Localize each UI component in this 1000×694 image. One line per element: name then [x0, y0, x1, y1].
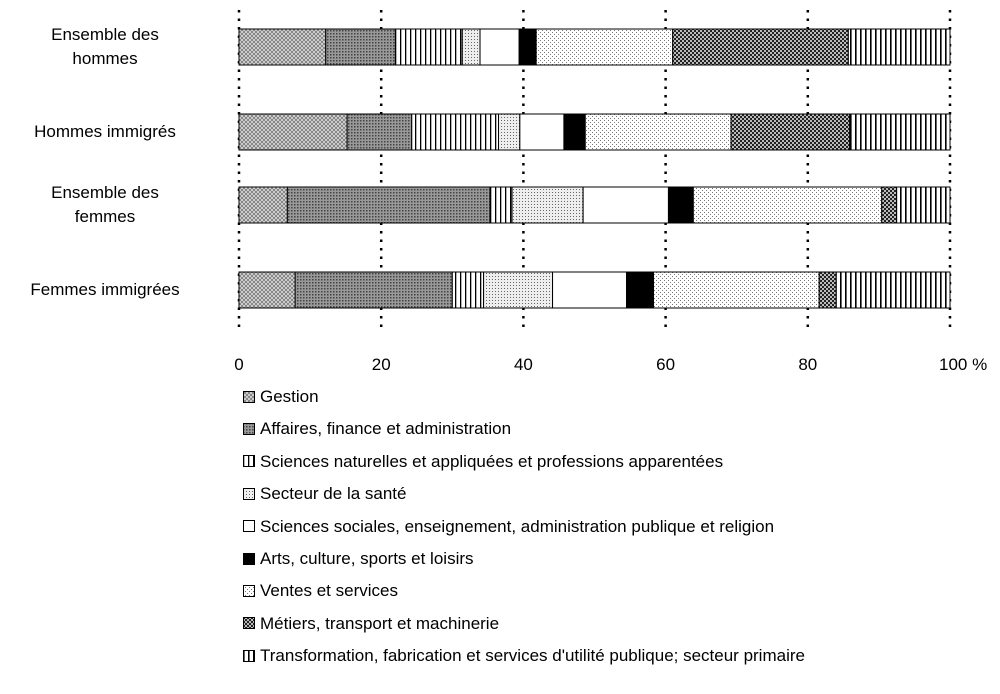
legend-swatch: [243, 649, 255, 662]
x-tick-label: 80: [798, 355, 817, 374]
bar-segment: [552, 271, 627, 309]
legend-swatch: [243, 455, 255, 468]
legend-item: Sciences naturelles et appliquées et pro…: [243, 452, 723, 472]
legend-item: Ventes et services: [243, 581, 398, 601]
bar-segment: [667, 186, 694, 224]
legend-label: Sciences naturelles et appliquées et pro…: [260, 451, 724, 471]
legend-swatch: [243, 422, 255, 435]
bar-segment: [461, 28, 481, 66]
bar-segment: [511, 186, 584, 224]
legend-swatch: [243, 487, 255, 500]
bar-segment: [518, 28, 537, 66]
bar-segment: [479, 28, 520, 66]
bar-segment: [286, 186, 491, 224]
bar-segment: [498, 113, 521, 151]
bar-segment: [294, 271, 453, 309]
legend-item: Métiers, transport et machinerie: [243, 614, 499, 634]
legend-swatch-rect: [243, 455, 255, 468]
bar-segment: [881, 186, 898, 224]
category-label: Hommes immigrés: [34, 122, 176, 141]
legend-label: Ventes et services: [260, 581, 398, 601]
bar-segment: [238, 28, 327, 66]
bar-segment: [563, 113, 586, 151]
legend-swatch-rect: [243, 422, 255, 435]
legend-swatch-rect: [243, 617, 255, 630]
legend-swatch-rect: [243, 649, 255, 662]
legend-label: Sciences sociales, enseignement, adminis…: [260, 516, 775, 536]
bar-segment: [730, 113, 851, 151]
bar-segment: [489, 186, 513, 224]
legend-swatch-rect: [243, 487, 255, 500]
legend-label: Arts, culture, sports et loisirs: [260, 549, 474, 568]
bar-segment: [411, 113, 500, 151]
legend-swatch-rect: [243, 390, 255, 403]
x-tick-label: 0: [234, 355, 243, 374]
legend-label: Transformation, fabrication et services …: [260, 646, 805, 666]
bar-segment: [896, 186, 951, 224]
bar-segment: [582, 186, 669, 224]
bar-segment: [849, 113, 951, 151]
bar-segment: [483, 271, 554, 309]
bar-segment: [818, 271, 837, 309]
bar-segment: [847, 28, 951, 66]
legend-item: Sciences sociales, enseignement, adminis…: [243, 517, 774, 537]
legend-swatch-rect: [243, 552, 255, 565]
bar-segment: [835, 271, 951, 309]
x-tick-label: 60: [656, 355, 675, 374]
x-tick-label: 20: [372, 355, 391, 374]
bar-segment: [325, 28, 396, 66]
bar-segment: [692, 186, 883, 224]
legend-item: Secteur de la santé: [243, 484, 406, 504]
legend-item: Gestion: [243, 387, 319, 407]
legend-label: Métiers, transport et machinerie: [260, 613, 500, 633]
legend-swatch-rect: [243, 520, 255, 533]
category-label: Ensemble des hommes: [51, 25, 159, 68]
legend-swatch: [243, 520, 255, 533]
category-label: Ensemble des femmes: [51, 183, 159, 226]
bar-segment: [672, 28, 849, 66]
x-tick-label: 40: [514, 355, 533, 374]
x-tick-label: 100 %: [939, 355, 987, 374]
bar-segment: [625, 271, 655, 309]
legend-swatch: [243, 552, 255, 565]
bar-segment: [346, 113, 413, 151]
legend-swatch: [243, 584, 255, 597]
bar-segment: [451, 271, 485, 309]
legend-swatch-rect: [243, 584, 255, 597]
legend-label: Secteur de la santé: [260, 484, 407, 504]
legend-label: Gestion: [260, 387, 319, 406]
bar-segment: [519, 113, 565, 151]
legend-item: Arts, culture, sports et loisirs: [243, 549, 474, 569]
bar-segment: [584, 113, 732, 151]
bar-segment: [653, 271, 820, 309]
bar-segment: [238, 113, 348, 151]
bar-segment: [394, 28, 463, 66]
bar-segment: [238, 271, 296, 309]
bar-segment: [535, 28, 674, 66]
legend-swatch: [243, 617, 255, 630]
legend-item: Transformation, fabrication et services …: [243, 646, 805, 666]
category-label: Femmes immigrées: [30, 280, 180, 299]
legend-swatch: [243, 390, 255, 403]
legend-item: Affaires, finance et administration: [243, 419, 511, 439]
legend-label: Affaires, finance et administration: [260, 419, 512, 439]
bar-segment: [238, 186, 288, 224]
